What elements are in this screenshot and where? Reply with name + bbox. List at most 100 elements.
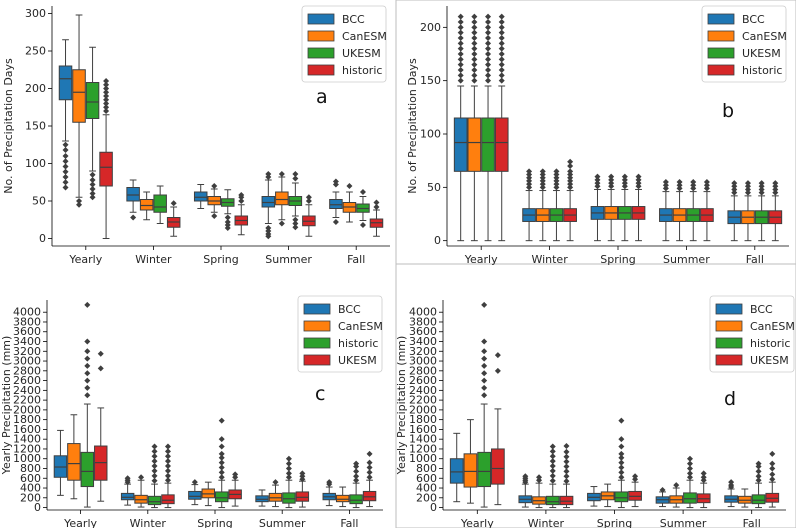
outlier-point [539, 174, 546, 181]
outlier-point [703, 185, 710, 192]
legend-label: historic [750, 337, 790, 350]
outlier-point [353, 460, 360, 467]
box-body [120, 492, 135, 501]
box-BCC-Yearly [449, 432, 464, 503]
x-tick-label: Summer [265, 253, 312, 266]
box-historic-Winter [563, 158, 577, 242]
y-axis-title: No. of Precipitation Days [406, 58, 419, 194]
box-body [481, 117, 495, 172]
outlier-point [553, 168, 560, 175]
outlier-point [211, 213, 218, 219]
outlier-point [62, 163, 69, 170]
outlier-point [457, 40, 464, 47]
outlier-point [103, 89, 110, 96]
outlier-point [549, 443, 556, 450]
outlier-point [62, 158, 69, 165]
outlier-point [608, 180, 615, 187]
outlier-point [608, 176, 615, 183]
outlier-point [594, 180, 601, 187]
y-tick-label: 2800 [13, 364, 41, 377]
outlier-point [84, 392, 91, 399]
outlier-point [151, 443, 158, 450]
box-BCC-Summer [659, 179, 673, 242]
outlier-point [769, 465, 776, 472]
outlier-point [481, 338, 488, 345]
y-tick-label: 400 [416, 482, 437, 495]
box-body [683, 492, 697, 504]
y-tick-label: 0 [434, 234, 441, 247]
legend-label: historic [342, 64, 382, 77]
outlier-point [471, 45, 478, 52]
box-body [559, 495, 574, 506]
outlier-point [353, 473, 360, 480]
outlier-point [218, 417, 225, 424]
y-tick-label: 100 [25, 157, 46, 170]
y-tick-label: 800 [416, 462, 437, 475]
legend-label: BCC [742, 13, 765, 26]
outlier-point [164, 467, 171, 474]
outlier-point [594, 183, 601, 190]
outlier-point [659, 486, 666, 493]
legend-swatch [307, 64, 335, 76]
outlier-point [130, 214, 137, 221]
outlier-point [471, 77, 478, 84]
outlier-point [170, 200, 177, 207]
outlier-point [522, 473, 529, 480]
box-body [467, 117, 482, 172]
panel-c: 0200400600800100012001400160018002000220… [0, 295, 383, 528]
box-CanESM-Fall [737, 488, 752, 508]
outlier-point [278, 171, 285, 177]
outlier-point [772, 189, 779, 196]
outlier-point [359, 189, 366, 195]
y-tick-label: 3200 [13, 345, 41, 358]
panel-a: 0 50 100 150 200 250 300 Yearly Winter Spring Summ… [2, 5, 390, 266]
outlier-point [621, 173, 628, 180]
outlier-point [292, 171, 299, 177]
box-historic-Spring [215, 417, 229, 509]
outlier-point [498, 13, 505, 20]
box-body [282, 492, 296, 504]
outlier-point [164, 477, 171, 484]
box-CanESM-Winter [139, 191, 154, 221]
outlier-point [563, 468, 570, 475]
outlier-point [769, 460, 776, 467]
y-tick-label: 600 [20, 472, 41, 485]
outlier-point [89, 186, 96, 192]
box-UKESM-Winter [559, 443, 574, 509]
outlier-point [539, 168, 546, 175]
box-historic-Yearly [80, 301, 95, 508]
outlier-point [755, 468, 762, 475]
outlier-point [62, 174, 69, 180]
outlier-point [498, 29, 505, 36]
outlier-point [563, 463, 570, 470]
box-body [139, 199, 154, 211]
box-BCC-Spring [590, 173, 605, 242]
box-UKESM-Winter [549, 168, 564, 242]
outlier-point [498, 51, 505, 57]
outlier-point [553, 184, 560, 191]
outlier-point [481, 384, 488, 391]
outlier-point [498, 61, 505, 68]
y-tick-label: 200 [20, 491, 41, 504]
box-historic-Yearly [494, 13, 509, 242]
outlier-point [366, 459, 373, 466]
outlier-point [103, 78, 110, 84]
y-tick-label: 100 [420, 128, 441, 141]
outlier-point [84, 384, 91, 391]
box-body [153, 194, 167, 213]
outlier-point [608, 173, 615, 180]
y-tick-label: 1200 [13, 442, 41, 455]
outlier-point [359, 222, 366, 228]
outlier-point [471, 51, 478, 57]
box-body [751, 494, 766, 505]
box-CanESM-Winter [532, 474, 546, 509]
outlier-point [632, 473, 639, 480]
box-body [494, 117, 509, 172]
outlier-point [124, 475, 131, 482]
outlier-point [567, 184, 574, 191]
outlier-point [618, 469, 625, 476]
box-body [85, 82, 100, 119]
outlier-point [686, 470, 693, 477]
legend-swatch [303, 320, 331, 332]
